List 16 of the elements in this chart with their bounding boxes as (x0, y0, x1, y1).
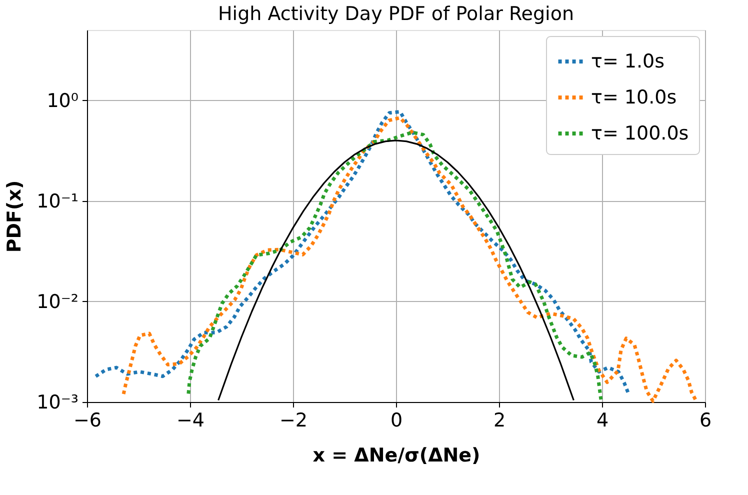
y-axis-title: PDF(x) (4, 180, 26, 253)
legend-label: τ= 100.0s (591, 122, 689, 144)
x-tick-label: 0 (390, 410, 403, 432)
x-tick-label: 6 (699, 410, 712, 432)
x-tick-label: 4 (596, 410, 609, 432)
y-tick-label: 10⁻² (36, 290, 78, 313)
line-series (122, 116, 699, 404)
legend-label: τ= 1.0s (591, 50, 665, 72)
x-tick-label: −2 (279, 410, 308, 432)
x-tick-label: 2 (493, 410, 506, 432)
y-tick-label: 10⁻¹ (36, 190, 78, 212)
chart-title: High Activity Day PDF of Polar Region (218, 3, 574, 25)
x-axis-title: x = ΔNe/σ(ΔNe) (312, 444, 480, 466)
y-tick-label: 10⁰ (46, 90, 78, 112)
legend-label: τ= 10.0s (591, 86, 677, 108)
x-tick-label: −4 (176, 410, 205, 432)
